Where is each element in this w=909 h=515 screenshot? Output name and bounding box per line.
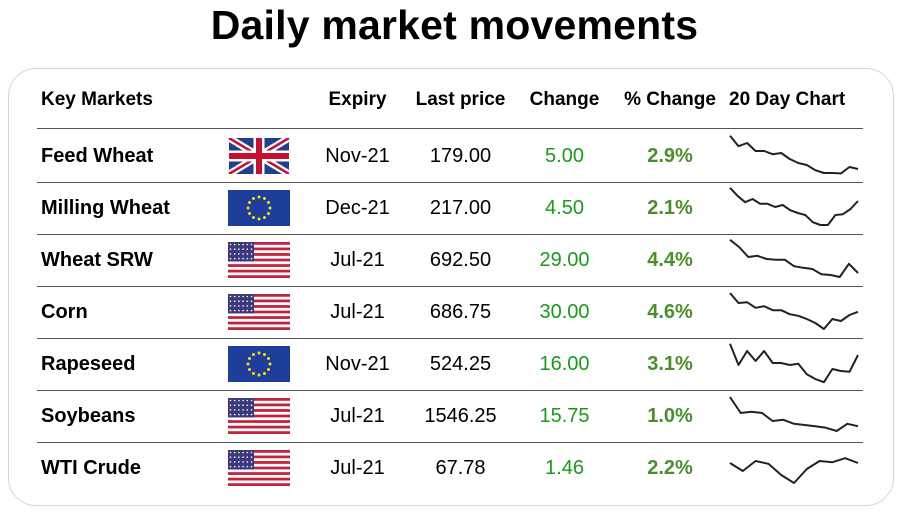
market-name: Wheat SRW <box>41 249 153 271</box>
market-name: Milling Wheat <box>41 197 170 219</box>
sparkline-wheat-srw <box>729 239 859 278</box>
row-divider <box>37 182 863 183</box>
expiry-cell: Jul-21 <box>330 249 385 271</box>
sparkline-corn <box>729 292 859 330</box>
expiry-cell: Dec-21 <box>325 197 390 219</box>
header-last-price: Last price <box>415 89 506 110</box>
pct-change-cell: 4.4% <box>647 249 693 271</box>
table-row: Wheat SRW Jul-21 692.50 29.00 4.4% <box>0 234 909 286</box>
last-price-cell: 692.50 <box>429 249 492 271</box>
last-price-cell: 67.78 <box>435 457 486 479</box>
expiry-cell: Jul-21 <box>330 457 385 479</box>
pct-change-cell: 1.0% <box>647 405 693 427</box>
table-row: Rapeseed Nov-21 524.25 16.00 3.1% <box>0 338 909 390</box>
market-name: Corn <box>41 301 88 323</box>
expiry-cell: Jul-21 <box>330 301 385 323</box>
change-cell: 4.50 <box>545 197 584 219</box>
table-row: WTI Crude Jul-21 67.78 1.46 2.2% <box>0 442 909 494</box>
table-row: Corn Jul-21 686.75 30.00 4.6% <box>0 286 909 338</box>
sparkline-rapeseed <box>729 343 859 384</box>
pct-change-cell: 2.2% <box>647 457 693 479</box>
last-price-cell: 217.00 <box>429 197 492 219</box>
row-divider <box>37 390 863 391</box>
pct-change-cell: 4.6% <box>647 301 693 323</box>
table-row: Feed Wheat Nov-21 179.00 5.00 2.9% <box>0 130 909 182</box>
header-key-markets: Key Markets <box>41 89 153 110</box>
market-name: Soybeans <box>41 405 136 427</box>
sparkline-series <box>729 292 859 330</box>
row-divider <box>37 338 863 339</box>
sparkline-milling-wheat <box>729 187 859 226</box>
header-20-day-chart: 20 Day Chart <box>729 89 846 110</box>
change-cell: 30.00 <box>539 301 590 323</box>
sparkline-feed-wheat <box>729 135 859 175</box>
row-divider <box>37 442 863 443</box>
pct-change-cell: 2.9% <box>647 145 693 167</box>
header-pct-change: % Change <box>624 89 716 110</box>
last-price-cell: 1546.25 <box>424 405 497 427</box>
expiry-cell: Nov-21 <box>325 353 390 375</box>
market-name: WTI Crude <box>41 457 141 479</box>
row-divider <box>37 234 863 235</box>
change-cell: 16.00 <box>539 353 590 375</box>
sparkline-series <box>729 187 859 226</box>
sparkline-series <box>729 343 859 384</box>
last-price-cell: 686.75 <box>429 301 492 323</box>
eu-flag-icon <box>228 190 290 226</box>
markets-card <box>8 68 894 506</box>
pct-change-cell: 3.1% <box>647 353 693 375</box>
last-price-cell: 524.25 <box>429 353 492 375</box>
sparkline-series <box>729 457 859 484</box>
sparkline-series <box>729 239 859 278</box>
us-flag-icon <box>228 242 290 278</box>
expiry-cell: Nov-21 <box>325 145 390 167</box>
sparkline-series <box>729 396 859 432</box>
header-rule <box>37 128 863 129</box>
last-price-cell: 179.00 <box>429 145 492 167</box>
us-flag-icon <box>228 398 290 434</box>
sparkline-series <box>729 135 859 175</box>
row-divider <box>37 286 863 287</box>
us-flag-icon <box>228 450 290 486</box>
change-cell: 1.46 <box>545 457 584 479</box>
change-cell: 5.00 <box>545 145 584 167</box>
change-cell: 15.75 <box>539 405 590 427</box>
market-name: Rapeseed <box>41 353 136 375</box>
change-cell: 29.00 <box>539 249 590 271</box>
table-row: Soybeans Jul-21 1546.25 15.75 1.0% <box>0 390 909 442</box>
sparkline-soybeans <box>729 396 859 432</box>
us-flag-icon <box>228 294 290 330</box>
eu-flag-icon <box>228 346 290 382</box>
expiry-cell: Jul-21 <box>330 405 385 427</box>
sparkline-wti-crude <box>729 457 859 484</box>
page-title: Daily market movements <box>210 2 699 48</box>
pct-change-cell: 2.1% <box>647 197 693 219</box>
table-row: Milling Wheat Dec-21 217.00 4.50 2.1% <box>0 182 909 234</box>
header-expiry: Expiry <box>328 89 387 110</box>
market-name: Feed Wheat <box>41 145 154 167</box>
uk-flag-icon <box>227 134 291 178</box>
header-change: Change <box>529 89 600 110</box>
